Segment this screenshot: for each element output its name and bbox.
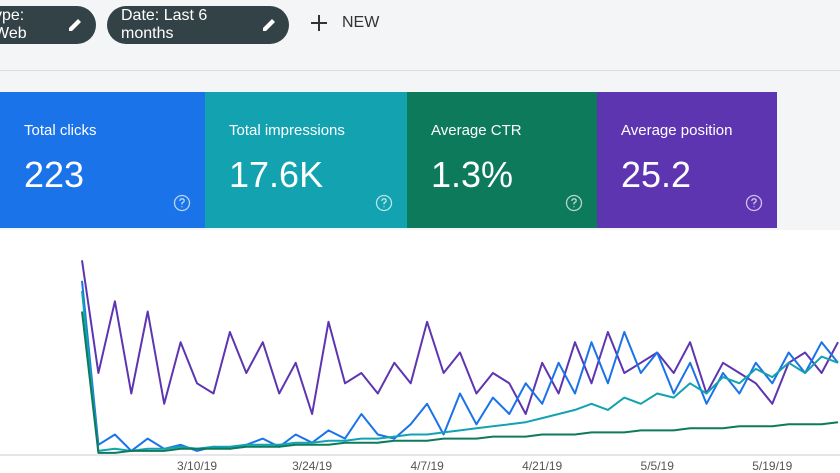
x-tick-label: 5/5/19 (641, 459, 675, 473)
help-icon (745, 194, 763, 212)
metric-label: Total clicks (24, 122, 97, 139)
chart: 3/10/19 3/24/19 4/7/19 4/21/19 5/5/19 5/19/19 (0, 230, 840, 473)
filter-chip[interactable]: ype: Web (0, 6, 96, 44)
help-icon (173, 194, 191, 212)
metric-value: 1.3% (431, 154, 514, 195)
new-button[interactable]: NEW (310, 14, 379, 32)
help-circle (173, 194, 191, 212)
chip-text: Date: Last 6 months (121, 7, 208, 42)
filter-chip[interactable]: Date: Last 6 months (107, 6, 289, 44)
help-icon (375, 194, 393, 212)
x-tick-label: 5/19/19 (752, 459, 792, 473)
metric-value: 17.6K (229, 154, 324, 195)
help-mark (381, 198, 387, 208)
help-mark (751, 198, 757, 208)
metric-label: Average CTR (431, 122, 522, 139)
help-circle (565, 194, 583, 212)
series-line (81, 311, 839, 454)
plus-icon (311, 15, 327, 31)
help-mark (179, 198, 185, 208)
new-label: NEW (342, 14, 380, 31)
edit-icon (69, 19, 82, 31)
metric-value: 25.2 (621, 154, 692, 195)
metric-card: Average position 25.2 (597, 92, 777, 228)
help-icon (565, 194, 583, 212)
metric-label: Average position (621, 122, 733, 139)
series-line (81, 280, 839, 452)
edit-icon (262, 19, 275, 31)
metric-card: Total impressions 17.6K (205, 92, 407, 228)
series-line (81, 260, 839, 415)
metric-label: Total impressions (229, 122, 345, 139)
metric-card: Average CTR 1.3% (407, 92, 597, 228)
series-line (81, 290, 839, 452)
x-tick-label: 4/7/19 (410, 459, 444, 473)
x-tick-label: 3/10/19 (177, 459, 217, 473)
help-circle (745, 194, 763, 212)
x-tick-label: 3/24/19 (292, 459, 332, 473)
chip-text: ype: Web (0, 7, 27, 42)
metric-value: 223 (24, 154, 85, 195)
help-mark (571, 198, 577, 208)
x-tick-label: 4/21/19 (522, 459, 562, 473)
divider (0, 70, 840, 71)
metric-card: Total clicks 223 (0, 92, 205, 228)
help-circle (375, 194, 393, 212)
